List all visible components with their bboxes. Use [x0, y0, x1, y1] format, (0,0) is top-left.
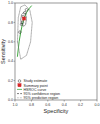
x-tick-label: 0.6	[45, 103, 50, 107]
legend-swatch	[18, 80, 21, 83]
x-tick	[80, 100, 81, 102]
y-tick-label: 0.2	[8, 79, 13, 83]
y-tick	[14, 3, 16, 4]
x-tick	[47, 100, 48, 102]
point	[24, 11, 27, 14]
x-tick-label: 0.8	[29, 103, 34, 107]
y-tick	[14, 80, 16, 81]
legend-swatch	[17, 93, 22, 94]
y-axis-label: Sensitivity	[0, 39, 6, 64]
y-tick-label: 0.0	[8, 98, 13, 102]
x-tick	[97, 100, 98, 102]
y-tick	[14, 22, 16, 23]
chart: 1.0 0.8 0.6 0.4 0.2 0.0 0.0 0.2 0.4 0.6 0.8 1.0 Spec…	[0, 0, 100, 124]
point	[22, 17, 25, 20]
x-axis-label: Specificity	[44, 108, 69, 114]
x-tick	[15, 100, 16, 102]
x-tick-label: 0.4	[62, 103, 67, 107]
x-tick-label: 0.2	[78, 103, 83, 107]
y-tick-label: 1.0	[8, 1, 13, 5]
legend-label: 95% prediction region	[24, 96, 59, 100]
y-tick	[14, 41, 16, 42]
x-tick	[64, 100, 65, 102]
y-tick-label: 0.4	[8, 59, 13, 63]
point	[21, 21, 24, 24]
legend-swatch	[17, 89, 22, 90]
x-tick-label: 1.0	[13, 103, 18, 107]
y-tick	[14, 61, 16, 62]
y-tick-label: 0.8	[8, 21, 13, 25]
legend-swatch	[17, 97, 22, 98]
point	[19, 31, 22, 34]
series-line	[21, 13, 27, 27]
legend-swatch	[18, 84, 21, 87]
point	[25, 8, 28, 11]
y-tick-label: 0.6	[8, 40, 13, 44]
plot-frame	[15, 3, 97, 100]
x-tick	[31, 100, 32, 102]
series-line	[17, 6, 31, 56]
series-line	[17, 5, 32, 59]
legend: Study estimateSummary pointHSROC curve95…	[17, 79, 60, 100]
x-tick-label: 0.0	[95, 103, 100, 107]
plot-marks	[17, 5, 32, 59]
y-tick	[14, 100, 16, 101]
